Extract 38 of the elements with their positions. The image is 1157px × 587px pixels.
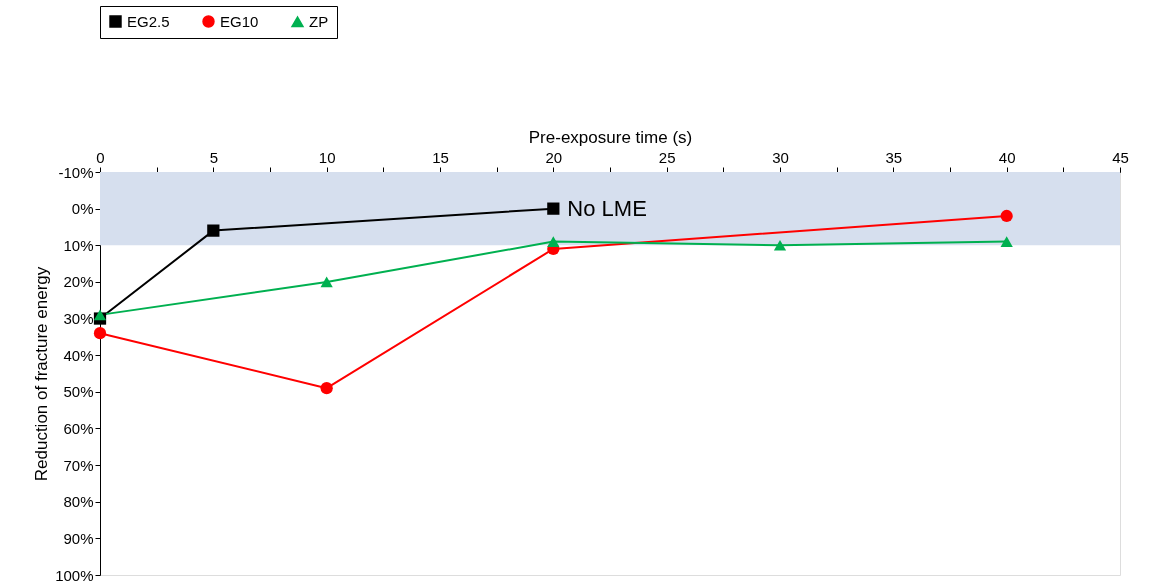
legend-label: EG2.5 xyxy=(127,12,170,30)
x-tick-label: 30 xyxy=(772,148,789,166)
point xyxy=(93,327,107,340)
y-tick-label: 70% xyxy=(63,456,94,474)
x-tick-label: 0 xyxy=(96,148,105,166)
y-tick-label: 100% xyxy=(55,566,94,584)
x-tick-label: 40 xyxy=(998,148,1016,166)
point xyxy=(320,276,333,288)
legend-label: ZP xyxy=(309,12,329,30)
point xyxy=(93,309,107,321)
y-tick-label: 40% xyxy=(63,346,94,364)
y-tick-label: 10% xyxy=(63,236,94,254)
x-tick-label: 35 xyxy=(885,148,903,166)
x-tick-label: 45 xyxy=(1112,148,1129,166)
y-tick-label: 0% xyxy=(71,200,94,218)
x-axis-title: Pre-exposure time (s) xyxy=(528,127,693,147)
point xyxy=(207,224,220,237)
x-tick-label: 20 xyxy=(545,148,563,166)
point xyxy=(1000,236,1013,247)
y-axis-title: Reduction of fracture energy xyxy=(32,266,52,482)
legend-label: EG10 xyxy=(220,12,259,30)
x-tick-label: 25 xyxy=(658,148,676,166)
point xyxy=(773,239,787,251)
point xyxy=(1000,209,1013,223)
point xyxy=(547,202,560,215)
x-tick-label: 10 xyxy=(318,148,336,166)
y-tick-label: 50% xyxy=(63,383,94,401)
y-tick-label: 30% xyxy=(63,310,94,328)
y-tick-label: -10% xyxy=(58,163,94,181)
point xyxy=(320,382,333,395)
y-tick-label: 20% xyxy=(63,273,94,291)
y-tick-label: 90% xyxy=(63,529,94,547)
annotation: No LME xyxy=(567,195,647,221)
x-tick-label: 15 xyxy=(432,148,449,166)
x-tick-label: 5 xyxy=(209,148,219,166)
y-tick-label: 60% xyxy=(63,419,94,437)
y-tick-label: 80% xyxy=(63,493,94,511)
point xyxy=(547,236,560,247)
